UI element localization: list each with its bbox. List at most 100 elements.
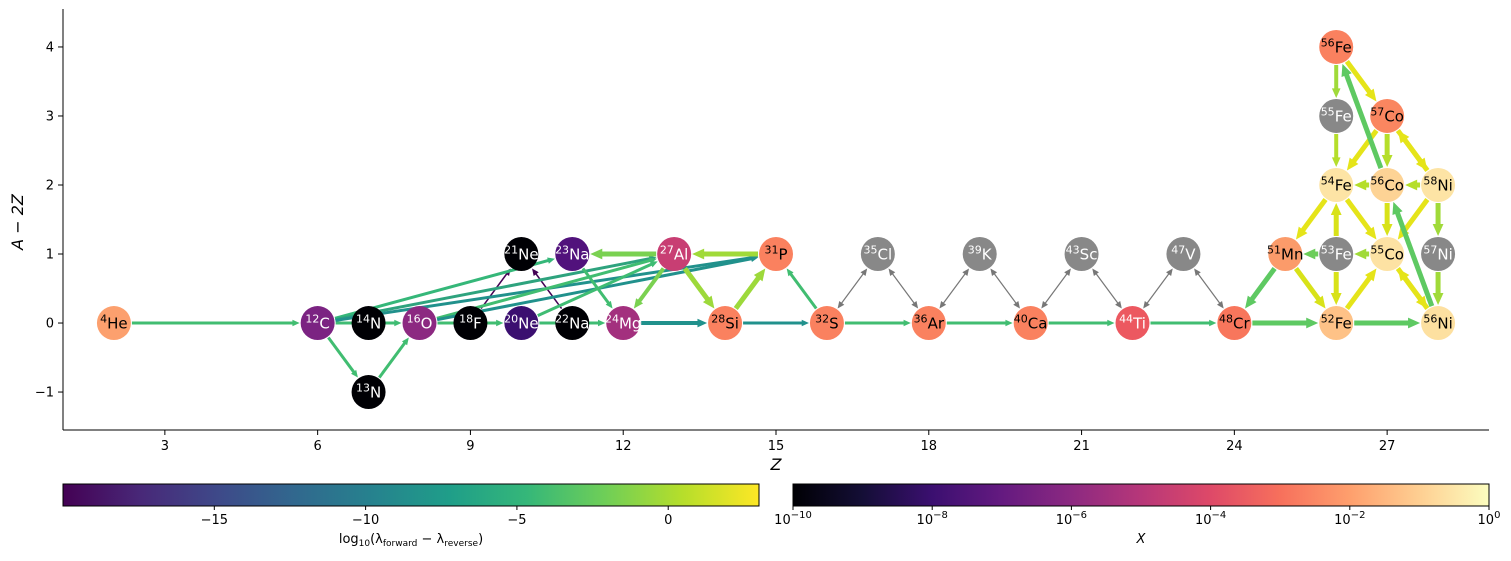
reaction-arrow <box>1245 267 1277 309</box>
arrow-shaft <box>1401 197 1430 234</box>
mass-number: 20 <box>504 313 518 326</box>
reaction-arrow <box>844 319 911 327</box>
element-symbol: Co <box>1384 246 1404 264</box>
tick-base: 10 <box>1334 513 1351 528</box>
arrow-head <box>1064 268 1071 276</box>
mass-number: 28 <box>711 313 725 326</box>
reaction-arrow <box>590 248 657 260</box>
nuclide-circle <box>1319 98 1354 133</box>
arrow-head <box>1194 268 1201 276</box>
y-tick-label: 2 <box>46 178 54 193</box>
element-symbol: Fe <box>1335 107 1352 125</box>
nuclide-label: 58Ni <box>1423 174 1452 194</box>
element-symbol: Fe <box>1335 246 1352 264</box>
nuclide-circle <box>911 306 946 341</box>
colorbar-gradient <box>792 483 1490 507</box>
y-tick-label: −1 <box>35 386 54 401</box>
colorbar-tick-label: −15 <box>201 513 228 528</box>
x-tick-label: 6 <box>314 439 322 454</box>
nuclide-circle <box>555 306 590 341</box>
nuclide-circle <box>1166 237 1201 272</box>
mass-number: 32 <box>815 313 829 326</box>
reaction-arrow <box>1397 130 1430 172</box>
arrow-head <box>801 319 809 327</box>
reaction-arrow <box>1330 272 1342 306</box>
mass-number: 4 <box>100 313 107 326</box>
arrow-head <box>1166 268 1173 276</box>
x-tick-label: 3 <box>161 439 169 454</box>
colorbar-tick-label: −5 <box>507 513 526 528</box>
nuclide-circle <box>351 306 386 341</box>
arrow-shaft <box>1343 71 1384 169</box>
reaction-arrow <box>1381 202 1393 237</box>
nuclide-label: 56Fe <box>1321 36 1352 56</box>
reaction-edges <box>131 59 1444 379</box>
arrow-shaft <box>581 267 611 305</box>
arrow-shaft <box>1293 267 1322 303</box>
nuclide-circle <box>809 306 844 341</box>
nuclide-label: 48Cr <box>1219 313 1250 333</box>
arrow-head <box>1143 301 1150 309</box>
reaction-arrow <box>939 268 970 309</box>
arrow-shaft <box>1095 272 1119 305</box>
y-tick-label: 3 <box>46 109 54 124</box>
mass-number: 57 <box>1370 105 1384 118</box>
mass-number: 21 <box>504 244 518 257</box>
nuclide-label: 57Ni <box>1423 244 1452 264</box>
nuclide-label: 16O <box>407 313 433 333</box>
mass-number: 54 <box>1321 174 1335 187</box>
mass-number: 53 <box>1321 244 1335 257</box>
arrow-head <box>1330 293 1342 306</box>
arrow-shaft <box>378 341 407 379</box>
element-symbol: F <box>473 315 482 333</box>
nuclide-node: 32S <box>809 306 844 341</box>
element-symbol: V <box>1185 246 1196 264</box>
element-symbol: Ca <box>1028 315 1048 333</box>
arrow-head <box>1330 202 1342 215</box>
nuclide-circle <box>1370 237 1405 272</box>
rate-colorbar: −15 −10 −5 0 log10(λforward − λreverse) <box>62 483 760 549</box>
x-tick-label: 27 <box>1379 439 1396 454</box>
arrow-head <box>633 298 644 309</box>
element-symbol: Fe <box>1335 38 1352 56</box>
arrow-head <box>1013 301 1020 309</box>
x-tick-label: 21 <box>1073 439 1090 454</box>
arrow-head <box>1216 301 1224 309</box>
arrow-head <box>1005 319 1013 327</box>
element-symbol: Cl <box>878 246 893 264</box>
nuclide-label: 23Na <box>555 244 589 264</box>
mass-number: 18 <box>459 313 473 326</box>
arrow-head <box>1397 268 1410 282</box>
nuclide-circle <box>1421 167 1456 202</box>
reaction-arrow <box>1392 201 1435 308</box>
mass-number: 56 <box>1423 313 1437 326</box>
nuclide-label: 13N <box>356 382 381 402</box>
tick-exponent: −10 <box>791 510 812 521</box>
reaction-arrow <box>378 337 409 379</box>
element-symbol: Sc <box>1080 246 1098 264</box>
nuclide-node: 57Ni <box>1421 237 1456 272</box>
nuclide-node: 13N <box>351 375 386 410</box>
nuclide-circle <box>860 237 895 272</box>
arrow-head <box>888 268 896 276</box>
nuclide-node: 36Ar <box>911 306 946 341</box>
nuclide-label: 53Fe <box>1321 244 1352 264</box>
mass-number: 14 <box>356 313 370 326</box>
nuclide-label: 24Mg <box>605 313 641 333</box>
nuclide-node: 4He <box>96 306 131 341</box>
arrow-shaft <box>1299 197 1328 234</box>
arrow-shaft <box>840 272 865 305</box>
arrow-head <box>1405 179 1418 191</box>
x-axis-label: Z <box>770 455 783 474</box>
tick-base: 10 <box>1478 513 1495 528</box>
reaction-arrow <box>1303 248 1319 260</box>
x-tick-label: 18 <box>921 439 938 454</box>
reaction-arrow <box>1150 319 1217 327</box>
tick-exponent: −4 <box>1211 510 1226 521</box>
arrow-shaft <box>1344 274 1373 311</box>
element-symbol: Ne <box>518 246 538 264</box>
nuclide-label: 32S <box>815 313 839 333</box>
